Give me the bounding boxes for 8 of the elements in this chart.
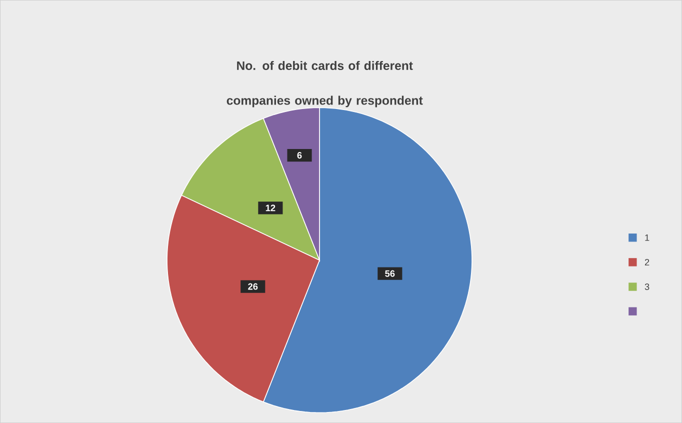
chart-title: No. of debit cards of different companies owned by respondent: [226, 60, 423, 108]
data-label: 6: [297, 152, 302, 159]
data-label: 56: [385, 270, 395, 277]
data-label: 26: [248, 283, 258, 290]
legend-label: 3: [644, 283, 650, 290]
legend-label: 2: [644, 258, 650, 266]
data-label: 12: [266, 204, 276, 212]
legend-label: 1: [645, 234, 650, 241]
